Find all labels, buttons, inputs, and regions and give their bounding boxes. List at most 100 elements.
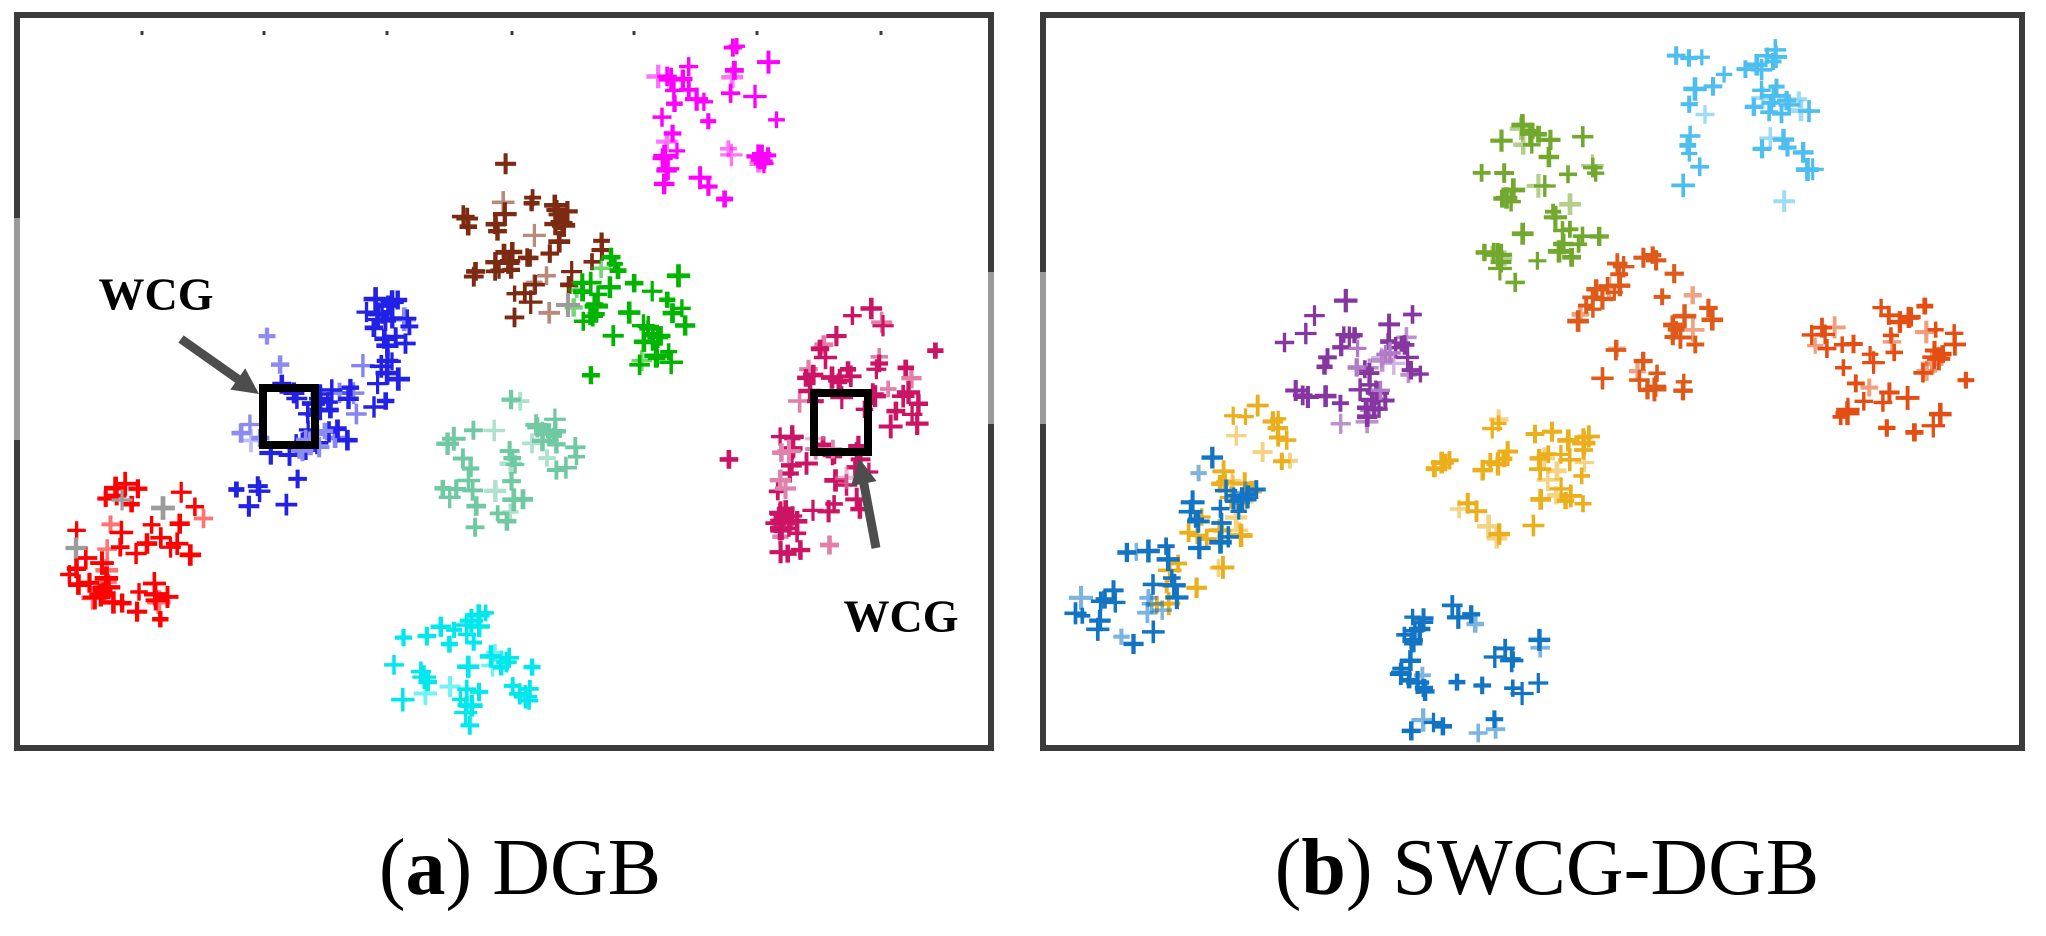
scatter-point-blue-band — [388, 290, 408, 310]
scatter-point-sky-blue — [1690, 157, 1709, 177]
scatter-point-orange-right — [1898, 306, 1920, 328]
scatter-point-brown — [537, 266, 556, 286]
scatter-point-crimson-lower — [784, 430, 801, 447]
scatter-point-crimson-upper — [826, 325, 847, 347]
scatter-point-red — [156, 585, 179, 608]
scatter-point-aquamarine — [497, 511, 517, 531]
scatter-point-magenta — [699, 177, 718, 196]
scatter-point-blue-bottom — [1415, 681, 1435, 701]
scatter-point-steel-blue-ribbon — [1142, 620, 1165, 644]
scatter-point-green — [659, 291, 676, 308]
scatter-point-gold-center — [1530, 489, 1552, 510]
scatter-point-brown — [538, 302, 560, 324]
caption-letter: b — [1301, 824, 1346, 912]
scatter-point-red — [185, 497, 205, 516]
scatter-point-olive-green — [1505, 272, 1525, 293]
scatter-point-cyan — [394, 628, 413, 647]
scatter-point-sky-blue — [1683, 77, 1707, 101]
scatter-point-green — [572, 273, 592, 293]
scatter-point-blue-bottom — [1441, 595, 1463, 616]
scatter-point-olive-green — [1559, 193, 1581, 216]
scatter-point-magenta — [665, 81, 683, 100]
scatter-point-blue-band — [288, 469, 307, 489]
scatter-point-blue-band — [376, 392, 395, 410]
scatter-point-cyan — [499, 647, 520, 668]
scatter-point-olive-green — [1559, 165, 1577, 184]
scatter-point-green — [602, 325, 624, 347]
scatter-point-purple-light — [1370, 380, 1390, 400]
wcg-arrow-shaft — [857, 474, 881, 549]
scatter-point-orange-right — [1957, 371, 1975, 389]
scatter-point-gold-ribbon — [1270, 410, 1287, 427]
scatter-point-cyan — [410, 661, 431, 682]
frame-gray-segment — [1040, 272, 1046, 424]
scatter-point-brown — [544, 194, 566, 216]
scatter-point-sky-blue — [1744, 97, 1763, 116]
scatter-point-gold-ribbon — [1277, 430, 1297, 450]
scatter-point-purple-light — [1347, 358, 1366, 377]
scatter-point-magenta — [720, 140, 737, 158]
scatter-panel-dgb: WCG WCG — [14, 12, 994, 751]
scatter-point-red — [60, 565, 79, 584]
scatter-point-aquamarine — [527, 417, 548, 438]
scatter-point-purple-light — [1348, 339, 1367, 358]
scatter-point-red — [193, 508, 214, 529]
scatter-point-olive-green — [1543, 205, 1568, 229]
scatter-point-gold-center — [1573, 440, 1593, 460]
scatter-point-gold-ribbon — [1269, 428, 1288, 447]
scatter-point-brown — [540, 244, 560, 263]
scatter-point-blue-bottom — [1389, 663, 1412, 686]
scatter-point-sky-blue — [1764, 39, 1787, 61]
scatter-point-crimson-lower — [820, 535, 839, 555]
scatter-point-sky-blue — [1792, 142, 1814, 163]
scatter-point-orange-right — [1860, 378, 1879, 397]
scatter-point-green — [599, 276, 621, 299]
scatter-point-olive-green — [1494, 163, 1515, 183]
scatter-point-green — [609, 262, 627, 279]
scatter-point-orange-right — [1905, 423, 1924, 442]
scatter-plot-dgb: WCG WCG — [60, 31, 959, 735]
scatter-point-blue-bottom — [1401, 721, 1421, 741]
scatter-point-crimson-upper — [905, 412, 929, 435]
scatter-point-sky-blue — [1716, 66, 1733, 83]
scatter-point-crimson-lower — [719, 450, 739, 469]
scatter-point-red — [90, 551, 114, 575]
scatter-point-magenta — [688, 166, 712, 190]
scatter-point-red — [170, 481, 192, 503]
scatter-point-gold-center — [1449, 499, 1469, 519]
scatter-point-blue-bottom — [1462, 605, 1481, 624]
scatter-point-orange-right — [1872, 298, 1890, 317]
scatter-point-purple — [1304, 305, 1325, 326]
scatter-point-crimson-upper — [814, 335, 834, 355]
scatter-point-steel-blue-ribbon — [1139, 588, 1158, 607]
scatter-point-orange-center — [1608, 340, 1626, 358]
scatter-point-orange-right — [1873, 393, 1893, 412]
scatter-point-aquamarine — [546, 460, 566, 480]
scatter-point-red — [111, 537, 130, 557]
wcg-arrow-shaft — [178, 335, 247, 388]
scatter-point-cyan — [469, 682, 489, 702]
scatter-point-gold-center — [1536, 468, 1560, 492]
scatter-point-green — [618, 301, 641, 324]
scatter-panel-swcg-dgb — [1040, 12, 2025, 751]
scatter-point-steel-blue-ribbon — [1069, 585, 1093, 610]
scatter-point-olive-green — [1589, 226, 1609, 246]
scatter-point-magenta — [694, 92, 713, 111]
scatter-point-steel-blue-ribbon — [1209, 531, 1232, 554]
scatter-point-steel-blue-ribbon — [1064, 602, 1087, 625]
scatter-point-cyan — [430, 616, 451, 637]
scatter-point-crimson-upper — [787, 389, 812, 413]
scatter-point-red — [136, 533, 158, 554]
scatter-point-blue-bottom — [1404, 608, 1421, 626]
scatter-point-red — [67, 521, 86, 540]
scatter-point-aquamarine — [436, 432, 459, 455]
scatter-point-blue-band — [363, 396, 385, 418]
wcg-arrow-head — [230, 368, 259, 394]
scatter-point-brown — [520, 249, 539, 267]
scatter-point-crimson-lower — [825, 495, 843, 513]
scatter-point-magenta — [652, 107, 672, 127]
scatter-point-blue-bottom — [1423, 712, 1444, 733]
scatter-point-olive-green — [1475, 243, 1494, 262]
scatter-point-crimson-lower — [791, 541, 809, 559]
scatter-point-red — [102, 591, 125, 614]
